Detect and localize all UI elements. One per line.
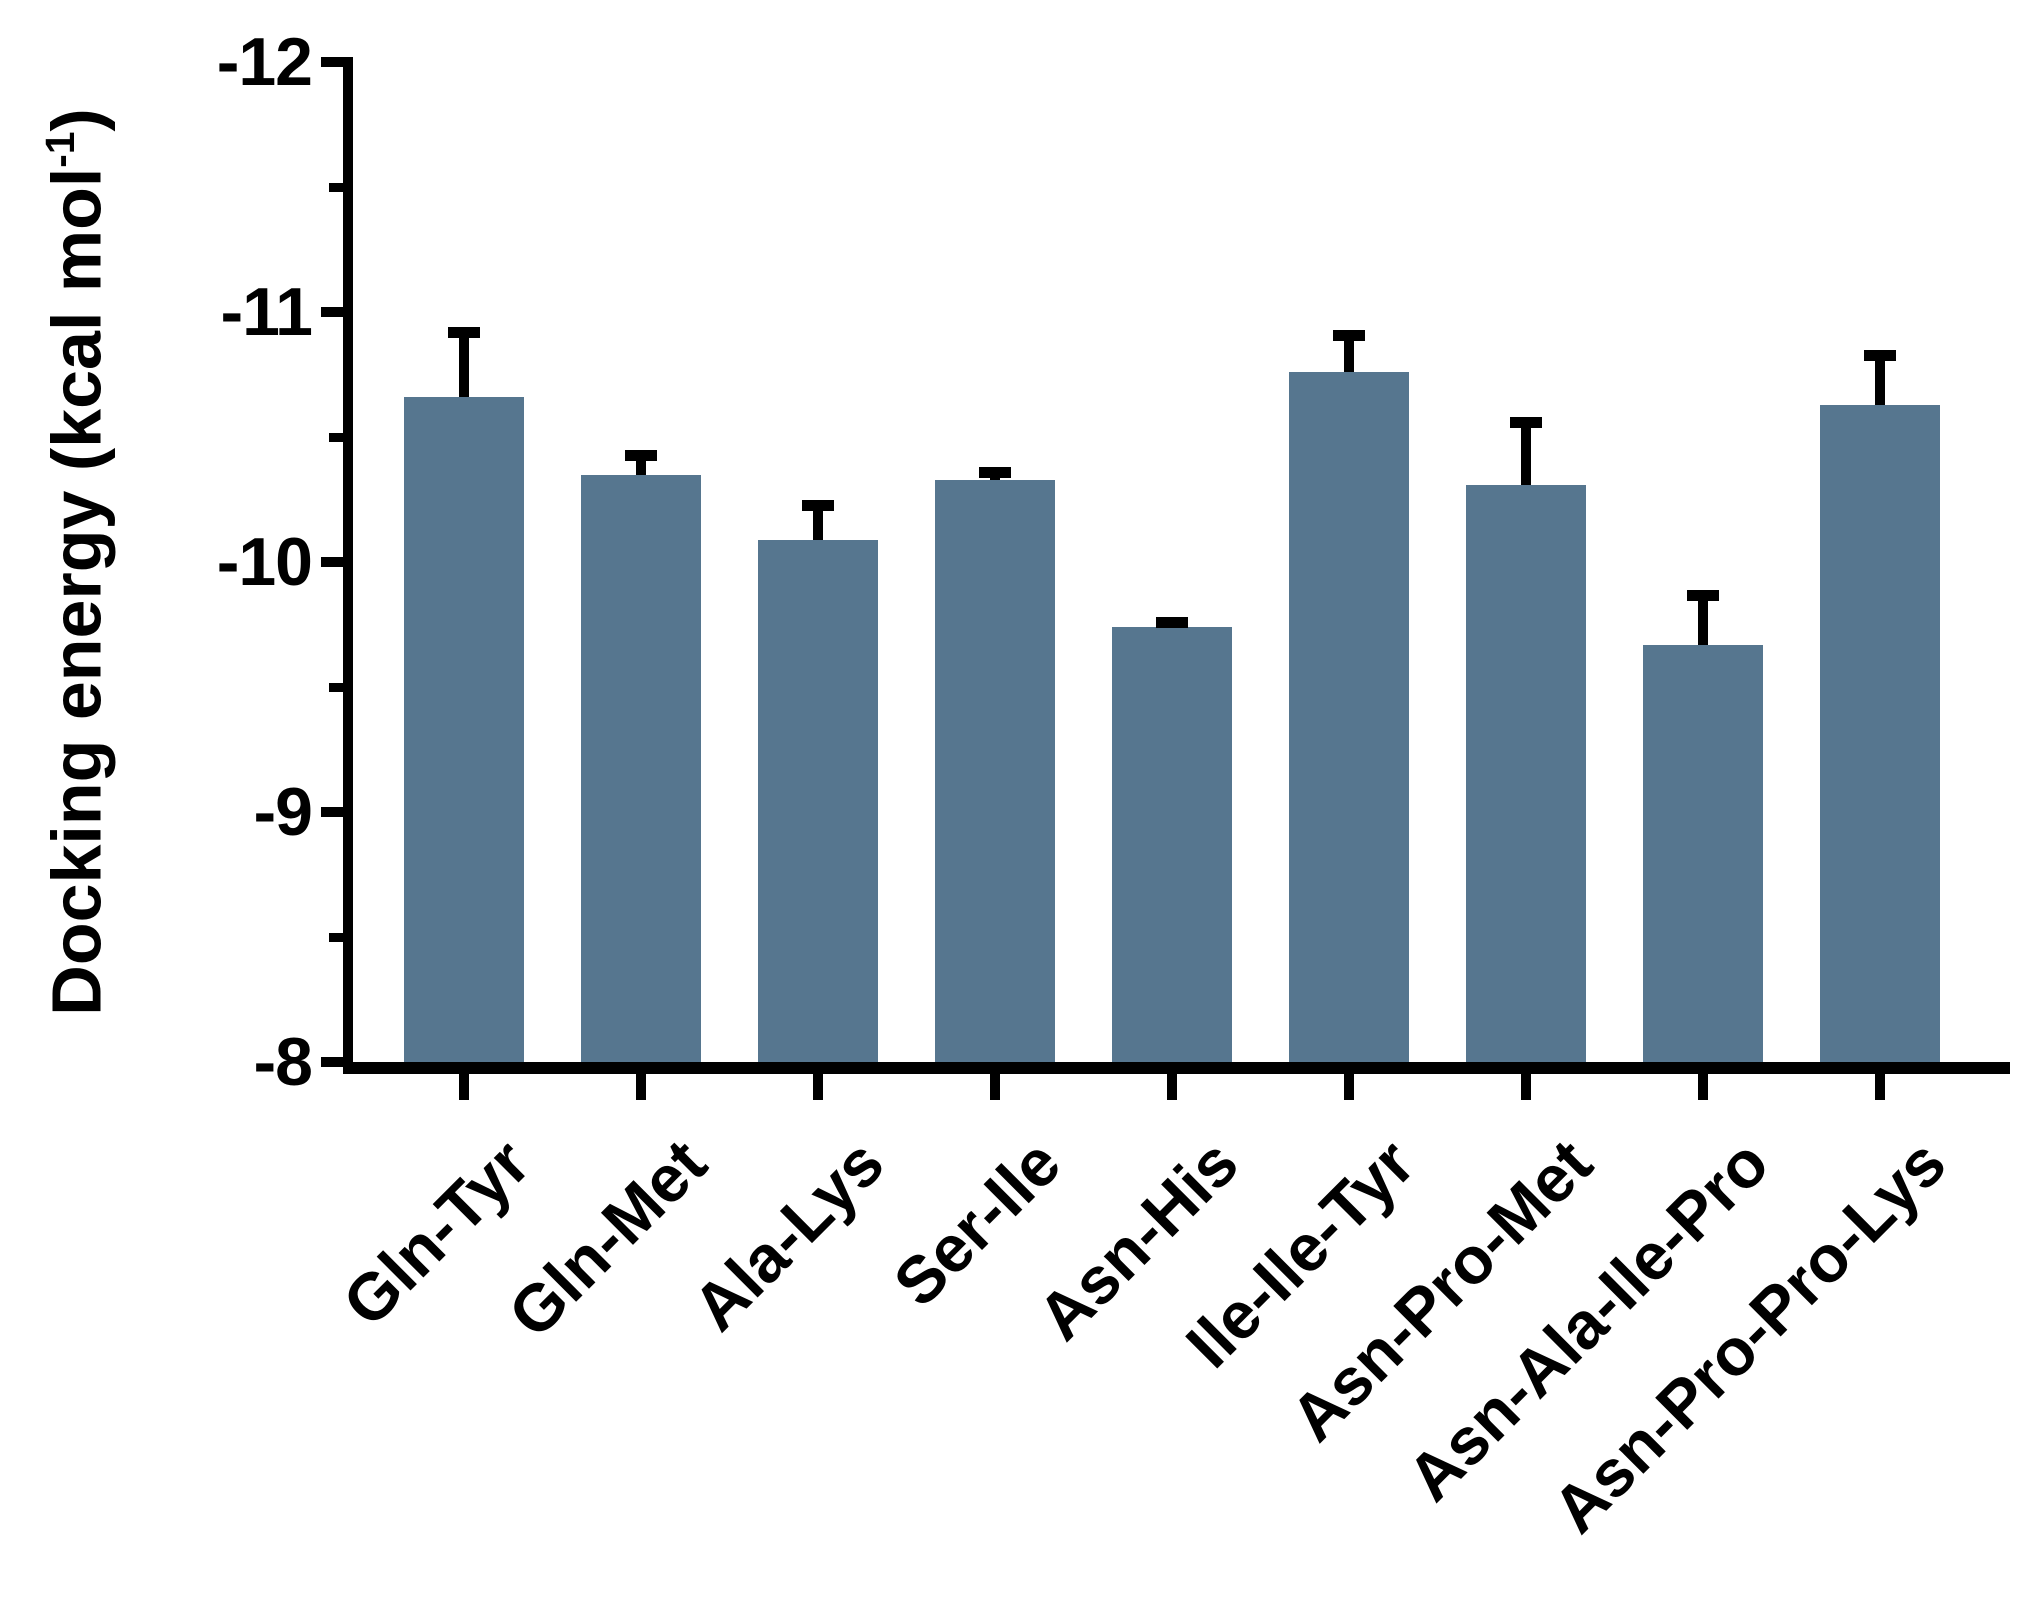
bar xyxy=(1112,627,1232,1062)
error-bar-line xyxy=(459,327,469,397)
y-minor-tick xyxy=(329,682,343,692)
error-bar-line xyxy=(1344,329,1354,372)
y-axis-spine xyxy=(343,57,353,1074)
y-tick-label: -12 xyxy=(216,24,313,100)
x-tick xyxy=(459,1074,469,1100)
error-bar-cap xyxy=(1687,589,1719,601)
y-axis-title-text: Docking energy (kcal mol xyxy=(37,167,116,1016)
error-bar-cap xyxy=(625,449,657,461)
bar xyxy=(1466,484,1586,1062)
x-axis-line xyxy=(343,1062,2010,1074)
error-bar-cap xyxy=(1510,417,1542,428)
bar xyxy=(404,397,524,1062)
error-bar-cap xyxy=(448,327,480,338)
x-tick xyxy=(1521,1074,1531,1100)
bar xyxy=(1820,404,1940,1062)
bar xyxy=(758,539,878,1062)
error-bar-cap xyxy=(1156,617,1188,628)
error-bar-line xyxy=(813,499,823,540)
error-bar-line xyxy=(1875,349,1885,405)
x-tick xyxy=(813,1074,823,1100)
error-bar-cap xyxy=(802,499,834,511)
x-tick-label-text: Ala-Lys xyxy=(678,1125,898,1345)
error-bar-cap xyxy=(1333,329,1365,341)
x-tick xyxy=(1344,1074,1354,1100)
y-axis-title-superscript: -1 xyxy=(36,131,83,168)
error-bar-cap xyxy=(979,467,1011,478)
y-tick-label: -9 xyxy=(253,774,313,850)
y-minor-tick xyxy=(329,432,343,442)
x-tick xyxy=(990,1074,1000,1100)
bar xyxy=(935,479,1055,1062)
y-major-tick xyxy=(321,557,343,567)
x-tick xyxy=(1167,1074,1177,1100)
x-tick xyxy=(1698,1074,1708,1100)
y-major-tick xyxy=(321,307,343,317)
y-tick-label: -11 xyxy=(220,274,313,350)
bar xyxy=(1289,372,1409,1062)
y-major-tick xyxy=(321,1057,343,1067)
y-major-tick xyxy=(321,807,343,817)
y-major-tick xyxy=(321,57,343,67)
x-tick xyxy=(1875,1074,1885,1100)
bar xyxy=(1643,644,1763,1062)
error-bar-line xyxy=(636,449,646,475)
x-tick xyxy=(636,1074,646,1100)
y-axis-title-close-paren: ) xyxy=(37,108,116,132)
x-tick-label-text: Gln-Met xyxy=(494,1125,721,1352)
y-minor-tick xyxy=(329,182,343,192)
y-tick-label: -8 xyxy=(253,1024,313,1100)
y-minor-tick xyxy=(329,932,343,942)
y-axis-title: Docking energy (kcal mol-1) xyxy=(17,32,115,1092)
error-bar-cap xyxy=(1864,349,1896,361)
error-bar-line xyxy=(1521,417,1531,485)
bar xyxy=(581,474,701,1062)
y-tick-label: -10 xyxy=(216,524,313,600)
error-bar-line xyxy=(1698,589,1708,645)
